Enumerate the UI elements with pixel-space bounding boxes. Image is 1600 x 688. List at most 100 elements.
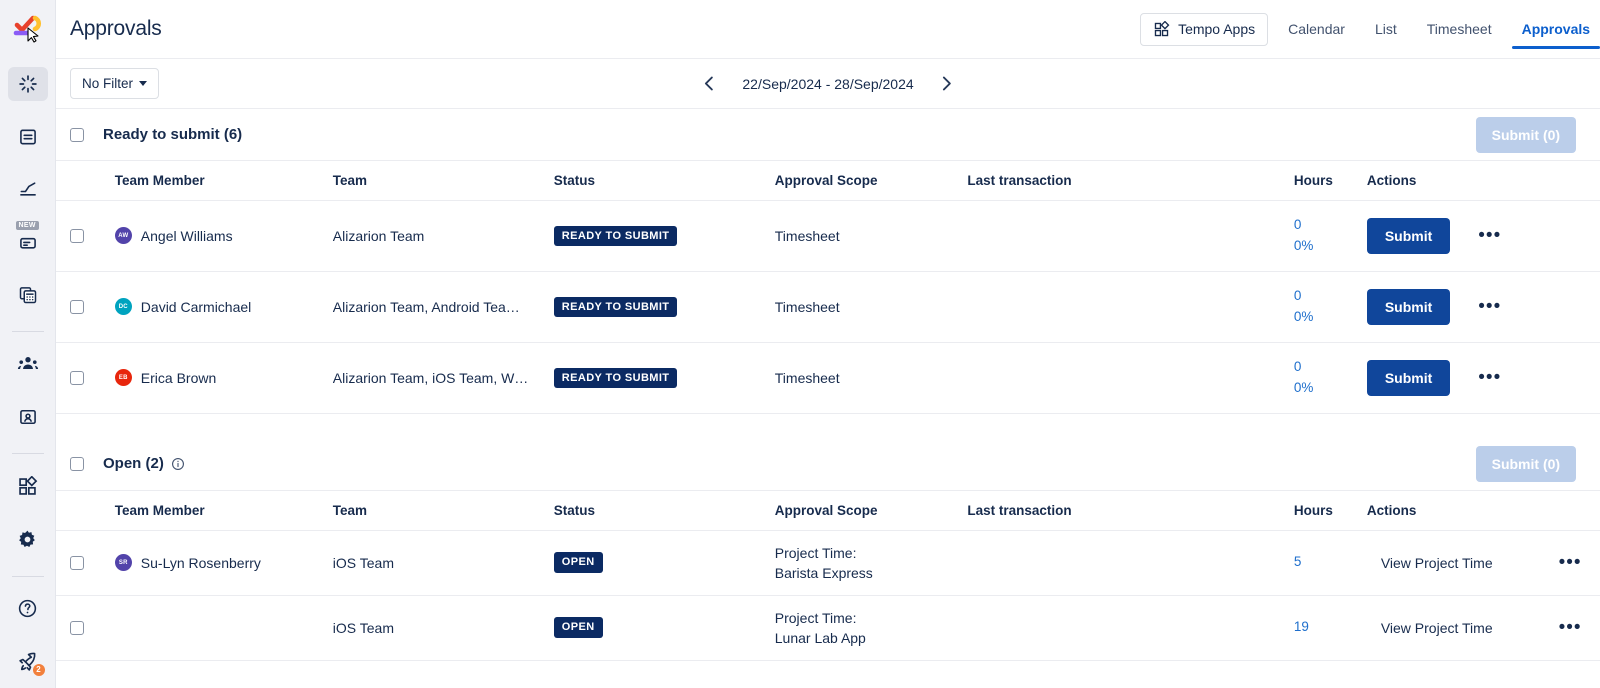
table-body-ready: AW Angel Williams Alizarion Team READY T…	[56, 200, 1600, 413]
col-team-member: Team Member	[114, 160, 333, 201]
row-checkbox[interactable]	[70, 370, 84, 385]
cell-actions: Submit •••	[1366, 342, 1600, 412]
status-badge: READY TO SUBMIT	[553, 367, 678, 388]
table-row[interactable]: iOS Team OPEN Project Time: Lunar Lab Ap…	[56, 595, 1600, 660]
view-project-time-link[interactable]: View Project Time	[1380, 554, 1493, 571]
table-bottom-divider	[56, 659, 1600, 661]
apps-grid-icon	[1154, 20, 1170, 36]
line-chart-icon	[19, 182, 36, 197]
row-checkbox[interactable]	[70, 620, 84, 635]
select-all-ready-checkbox[interactable]	[70, 127, 84, 142]
col-team-member: Team Member	[114, 489, 333, 531]
scope-sublabel: Barista Express	[774, 564, 873, 581]
row-checkbox[interactable]	[70, 228, 84, 243]
sidebar-item-reports[interactable]	[8, 172, 48, 207]
more-options-icon[interactable]: •••	[1478, 296, 1502, 318]
tab-approvals[interactable]: Approvals	[1511, 0, 1600, 58]
sidebar-item-tracker[interactable]	[7, 66, 48, 102]
planner-card-icon	[19, 237, 36, 249]
new-badge: NEW	[15, 220, 39, 230]
tab-list[interactable]: List	[1374, 21, 1397, 37]
info-circle-icon[interactable]	[171, 457, 185, 471]
tab-timesheet[interactable]: Timesheet	[1426, 21, 1492, 37]
sidebar-item-whats-new[interactable]: 2	[8, 644, 48, 679]
hours-percent: 0%	[1293, 308, 1314, 324]
avatar: AW	[114, 227, 132, 245]
next-week-button[interactable]	[936, 73, 958, 95]
table-row[interactable]: SR Su-Lyn Rosenberry iOS Team OPEN Proje…	[56, 530, 1600, 596]
sidebar-item-planner[interactable]: NEW	[8, 220, 48, 260]
team-label: Alizarion Team, iOS Team, W…	[332, 369, 529, 386]
cell-team-member: EB Erica Brown	[114, 342, 333, 412]
submit-button[interactable]: Submit	[1366, 288, 1451, 325]
tempo-apps-button[interactable]: Tempo Apps	[1140, 12, 1269, 46]
cell-status: OPEN	[553, 530, 775, 596]
more-options-icon[interactable]: •••	[1478, 367, 1502, 389]
chevron-right-icon	[943, 76, 952, 91]
row-select-cell	[56, 342, 115, 412]
hours-value[interactable]: 19	[1293, 619, 1309, 635]
col-hours: Hours	[1293, 489, 1367, 531]
cell-approval-scope: Timesheet	[774, 200, 968, 272]
hours-value[interactable]: 0	[1293, 358, 1302, 374]
sidebar-item-teams[interactable]	[8, 347, 48, 382]
cell-team: iOS Team	[333, 595, 554, 660]
filter-dropdown[interactable]: No Filter	[70, 68, 160, 99]
more-options-icon[interactable]: •••	[1478, 225, 1502, 247]
col-team: Team	[332, 160, 554, 201]
row-checkbox[interactable]	[70, 299, 84, 314]
table-row[interactable]: AW Angel Williams Alizarion Team READY T…	[56, 200, 1600, 272]
table-header-ready: Team Member Team Status Approval Scope L…	[56, 160, 1600, 201]
loading-spinner-icon	[18, 75, 37, 93]
member-name: Erica Brown	[140, 369, 217, 386]
cell-hours: 0 0%	[1293, 271, 1367, 343]
row-select-cell	[56, 271, 115, 343]
row-select-cell	[56, 595, 115, 660]
cell-status: READY TO SUBMIT	[553, 200, 775, 272]
sidebar-item-my-work[interactable]	[8, 400, 48, 435]
more-options-icon[interactable]: •••	[1558, 552, 1582, 574]
toolbar: No Filter 22/Sep/2024 - 28/Sep/2024	[56, 58, 1600, 108]
cell-hours: 0 0%	[1294, 342, 1367, 412]
previous-week-button[interactable]	[698, 73, 720, 95]
cell-last-transaction	[967, 595, 1293, 660]
hours-value[interactable]: 0	[1293, 287, 1302, 303]
member-name: David Carmichael	[140, 298, 252, 315]
document-list-icon	[19, 129, 36, 145]
view-project-time-link[interactable]: View Project Time	[1380, 619, 1493, 636]
status-badge: OPEN	[553, 617, 603, 638]
approvals-table-ready: Team Member Team Status Approval Scope L…	[56, 160, 1600, 413]
calculator-icon	[19, 286, 36, 304]
hours-value[interactable]: 0	[1293, 217, 1302, 232]
cell-actions: Submit •••	[1366, 200, 1600, 272]
tab-calendar[interactable]: Calendar	[1288, 21, 1345, 37]
col-select	[56, 160, 115, 201]
scope-label: Project Time:	[774, 609, 857, 626]
sidebar-item-accounts[interactable]	[8, 277, 48, 312]
table-row[interactable]: EB Erica Brown Alizarion Team, iOS Team,…	[56, 342, 1600, 412]
bulk-submit-open-button[interactable]: Submit (0)	[1475, 445, 1577, 482]
sidebar-item-timesheet[interactable]	[8, 119, 48, 154]
submit-button[interactable]: Submit	[1366, 359, 1451, 396]
cell-hours: 19	[1294, 595, 1367, 660]
scope-label: Timesheet	[774, 227, 840, 244]
bulk-submit-ready-button[interactable]: Submit (0)	[1475, 116, 1577, 153]
avatar: DC	[114, 298, 132, 316]
tempo-logo-icon[interactable]	[4, 8, 52, 50]
table-row[interactable]: DC David Carmichael Alizarion Team, Andr…	[56, 271, 1600, 343]
team-label: Alizarion Team, Android Tea…	[332, 298, 520, 315]
row-checkbox[interactable]	[70, 555, 84, 570]
table-header-row: Team Member Team Status Approval Scope L…	[56, 160, 1600, 201]
select-all-open-checkbox[interactable]	[70, 456, 84, 471]
submit-button[interactable]: Submit	[1366, 217, 1451, 254]
col-status: Status	[553, 489, 775, 531]
sidebar-item-settings[interactable]	[8, 522, 48, 557]
cell-team: Alizarion Team, iOS Team, W…	[333, 342, 554, 412]
sidebar-item-help[interactable]	[8, 592, 48, 627]
hours-value[interactable]: 5	[1293, 554, 1302, 570]
sidebar-item-apps[interactable]	[8, 469, 48, 504]
more-options-icon[interactable]: •••	[1558, 617, 1582, 639]
row-select-cell	[56, 200, 115, 272]
date-range-nav: 22/Sep/2024 - 28/Sep/2024	[698, 73, 957, 95]
cell-last-transaction	[967, 530, 1294, 596]
